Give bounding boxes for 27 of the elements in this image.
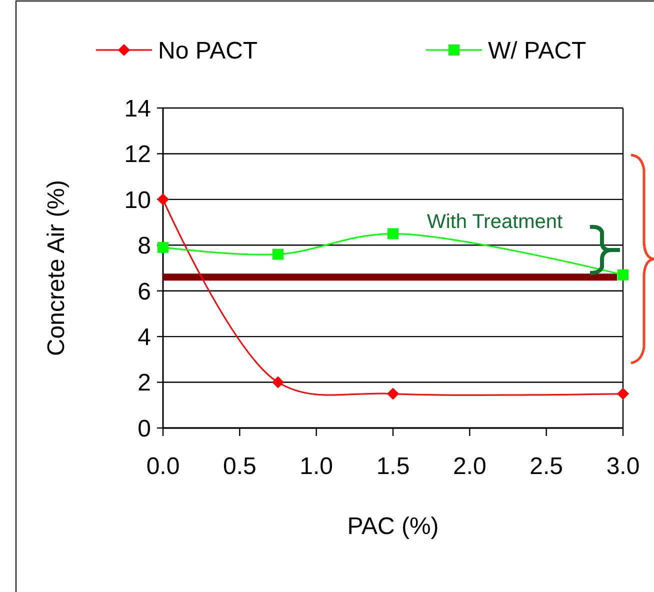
point: [157, 193, 169, 206]
point: [272, 248, 284, 260]
x-tick-label: 0.0: [146, 453, 180, 480]
point: [388, 228, 398, 240]
y-tick-label: 2: [138, 370, 151, 397]
x-tick-label: 2.0: [452, 453, 486, 480]
y-tick-label: 8: [138, 232, 151, 260]
point: [387, 388, 399, 400]
point: [617, 388, 629, 400]
y-tick-label: 12: [124, 141, 151, 168]
x-axis-title: PAC (%): [347, 513, 439, 540]
y-tick-label: 6: [138, 278, 151, 306]
y-axis-title: Concrete Air (%): [43, 180, 70, 356]
x-tick-label: 1.5: [376, 453, 410, 480]
x-tick-label: 1.0: [300, 453, 334, 480]
point: [618, 269, 628, 280]
y-tick-label: 4: [138, 324, 151, 351]
y-tick-label: 14: [124, 95, 151, 122]
annotation: With Treatment: [427, 211, 564, 233]
y-tick-label: 10: [124, 186, 151, 214]
x-tick-label: 0.5: [222, 453, 256, 480]
x-tick-label: 3.0: [606, 453, 640, 480]
y-tick-label: 0: [138, 415, 151, 442]
point: [272, 376, 284, 388]
legend-label: No PACT: [158, 37, 258, 64]
legend-label: W/ PACT: [488, 37, 587, 64]
x-tick-label: 2.5: [530, 453, 564, 480]
